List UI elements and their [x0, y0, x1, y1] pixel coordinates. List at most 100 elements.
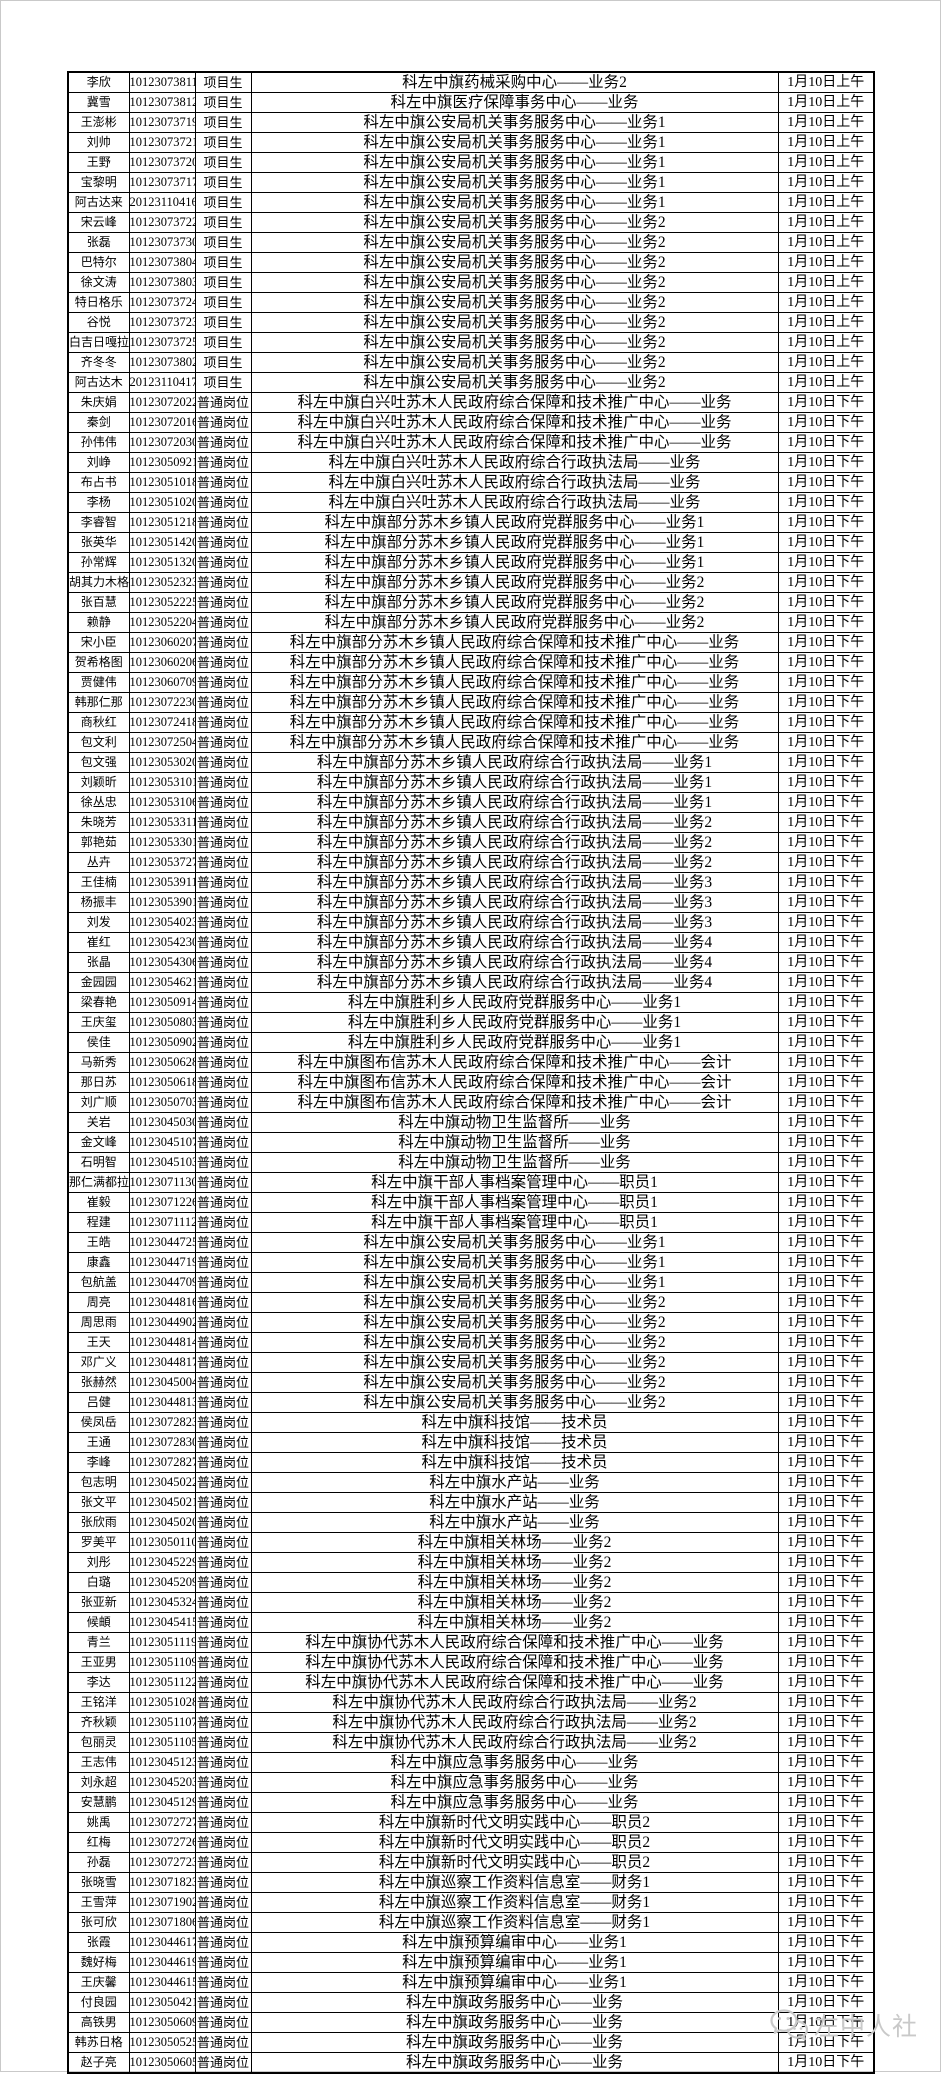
- session-cell: 1月10日下午: [777, 692, 875, 713]
- candidate-id-cell: 10123072723: [128, 1852, 196, 1873]
- table-row: 郭艳茹 10123053301 普通岗位 科左中旗部分苏木乡镇人民政府综合行政执…: [67, 832, 875, 853]
- candidate-id-cell: 10123053101: [128, 772, 196, 793]
- table-row: 周亮 10123044816 普通岗位 科左中旗公安局机关事务服务中心——业务2…: [67, 1292, 875, 1313]
- session-cell: 1月10日下午: [777, 1752, 875, 1773]
- position-cell: 科左中旗部分苏木乡镇人民政府党群服务中心——业务2: [250, 592, 779, 613]
- table-row: 王澎彬 10123073719 项目生 科左中旗公安局机关事务服务中心——业务1…: [67, 112, 875, 133]
- position-cell: 科左中旗图布信苏木人民政府综合保障和技术推广中心——会计: [250, 1072, 779, 1093]
- position-cell: 科左中旗应急事务服务中心——业务: [250, 1752, 779, 1773]
- position-cell: 科左中旗预算编审中心——业务1: [250, 1932, 779, 1953]
- position-cell: 科左中旗政务服务中心——业务: [250, 2012, 779, 2033]
- table-row: 红梅 10123072726 普通岗位 科左中旗新时代文明实践中心——职员2 1…: [67, 1832, 875, 1853]
- name-cell: 侯佳: [67, 1032, 130, 1053]
- name-cell: 石明智: [67, 1152, 130, 1173]
- table-row: 赵子亮 10123050605 普通岗位 科左中旗政务服务中心——业务 1月10…: [67, 2052, 875, 2074]
- candidate-id-cell: 10123044902: [128, 1312, 196, 1333]
- table-row: 齐秋颖 10123051107 普通岗位 科左中旗协代苏木人民政府综合行政执法局…: [67, 1712, 875, 1733]
- candidate-id-cell: 10123073802: [128, 352, 196, 373]
- category-cell: 项目生: [194, 312, 252, 333]
- name-cell: 关岩: [67, 1112, 130, 1133]
- table-row: 刘永超 10123045203 普通岗位 科左中旗应急事务服务中心——业务 1月…: [67, 1772, 875, 1793]
- candidate-id-cell: 10123045103: [128, 1152, 196, 1173]
- position-cell: 科左中旗动物卫生监督所——业务: [250, 1152, 779, 1173]
- session-cell: 1月10日下午: [777, 1472, 875, 1493]
- position-cell: 科左中旗公安局机关事务服务中心——业务2: [250, 332, 779, 353]
- session-cell: 1月10日下午: [777, 1952, 875, 1973]
- position-cell: 科左中旗干部人事档案管理中心——职员1: [250, 1212, 779, 1233]
- name-cell: 朱晓芳: [67, 812, 130, 833]
- category-cell: 普通岗位: [194, 1192, 252, 1213]
- category-cell: 项目生: [194, 352, 252, 373]
- name-cell: 王志伟: [67, 1752, 130, 1773]
- name-cell: 罗美平: [67, 1532, 130, 1553]
- category-cell: 普通岗位: [194, 1712, 252, 1733]
- candidate-id-cell: 10123045004: [128, 1372, 196, 1393]
- candidate-id-cell: 10123044617: [128, 1932, 196, 1953]
- session-cell: 1月10日下午: [777, 1312, 875, 1333]
- category-cell: 普通岗位: [194, 1772, 252, 1793]
- candidate-id-cell: 10123060206: [128, 652, 196, 673]
- candidate-id-cell: 10123050803: [128, 1012, 196, 1033]
- session-cell: 1月10日下午: [777, 1512, 875, 1533]
- position-cell: 科左中旗公安局机关事务服务中心——业务1: [250, 1252, 779, 1273]
- position-cell: 科左中旗部分苏木乡镇人民政府综合保障和技术推广中心——业务: [250, 692, 779, 713]
- candidate-id-cell: 10123051320: [128, 552, 196, 573]
- session-cell: 1月10日下午: [777, 412, 875, 433]
- name-cell: 秦剑: [67, 412, 130, 433]
- session-cell: 1月10日下午: [777, 672, 875, 693]
- table-row: 包志明 10123045022 普通岗位 科左中旗水产站——业务 1月10日下午: [67, 1472, 875, 1493]
- name-cell: 王庆玺: [67, 1012, 130, 1033]
- name-cell: 付良园: [67, 1992, 130, 2013]
- category-cell: 普通岗位: [194, 692, 252, 713]
- position-cell: 科左中旗部分苏木乡镇人民政府综合行政执法局——业务3: [250, 872, 779, 893]
- category-cell: 普通岗位: [194, 1992, 252, 2013]
- session-cell: 1月10日下午: [777, 532, 875, 553]
- position-cell: 科左中旗公安局机关事务服务中心——业务2: [250, 212, 779, 233]
- session-cell: 1月10日下午: [777, 1272, 875, 1293]
- session-cell: 1月10日下午: [777, 1432, 875, 1453]
- session-cell: 1月10日下午: [777, 1212, 875, 1233]
- table-row: 朱晓芳 10123053311 普通岗位 科左中旗部分苏木乡镇人民政府综合行政执…: [67, 812, 875, 833]
- table-row: 那日苏 10123050618 普通岗位 科左中旗图布信苏木人民政府综合保障和技…: [67, 1072, 875, 1093]
- name-cell: 王亚男: [67, 1652, 130, 1673]
- position-cell: 科左中旗干部人事档案管理中心——职员1: [250, 1172, 779, 1193]
- category-cell: 普通岗位: [194, 632, 252, 653]
- table-row: 付良园 10123050421 普通岗位 科左中旗政务服务中心——业务 1月10…: [67, 1992, 875, 2013]
- category-cell: 项目生: [194, 132, 252, 153]
- candidate-id-cell: 10123071902: [128, 1892, 196, 1913]
- name-cell: 李杨: [67, 492, 130, 513]
- category-cell: 普通岗位: [194, 1592, 252, 1613]
- position-cell: 科左中旗公安局机关事务服务中心——业务2: [250, 1332, 779, 1353]
- category-cell: 普通岗位: [194, 1272, 252, 1293]
- table-row: 王雪萍 10123071902 普通岗位 科左中旗巡察工作资料信息室——财务1 …: [67, 1892, 875, 1913]
- candidate-id-cell: 10123044719: [128, 1252, 196, 1273]
- position-cell: 科左中旗协代苏木人民政府综合保障和技术推广中心——业务: [250, 1652, 779, 1673]
- category-cell: 普通岗位: [194, 1572, 252, 1593]
- candidate-id-cell: 10123051020: [128, 492, 196, 513]
- session-cell: 1月10日下午: [777, 752, 875, 773]
- session-cell: 1月10日下午: [777, 832, 875, 853]
- position-cell: 科左中旗公安局机关事务服务中心——业务1: [250, 172, 779, 193]
- table-row: 李达 10123051122 普通岗位 科左中旗协代苏木人民政府综合保障和技术推…: [67, 1672, 875, 1693]
- session-cell: 1月10日下午: [777, 972, 875, 993]
- table-row: 贾健伟 10123060709 普通岗位 科左中旗部分苏木乡镇人民政府综合保障和…: [67, 672, 875, 693]
- table-row: 王志伟 10123045123 普通岗位 科左中旗应急事务服务中心——业务 1月…: [67, 1752, 875, 1773]
- session-cell: 1月10日下午: [777, 1492, 875, 1513]
- table-row: 谷悦 10123073723 项目生 科左中旗公安局机关事务服务中心——业务2 …: [67, 312, 875, 333]
- session-cell: 1月10日下午: [777, 1612, 875, 1633]
- session-cell: 1月10日下午: [777, 1632, 875, 1653]
- session-cell: 1月10日下午: [777, 1412, 875, 1433]
- name-cell: 张英华: [67, 532, 130, 553]
- session-cell: 1月10日下午: [777, 1092, 875, 1113]
- session-cell: 1月10日下午: [777, 892, 875, 913]
- category-cell: 普通岗位: [194, 1172, 252, 1193]
- session-cell: 1月10日上午: [777, 92, 875, 113]
- category-cell: 普通岗位: [194, 1732, 252, 1753]
- category-cell: 普通岗位: [194, 832, 252, 853]
- name-cell: 张欣雨: [67, 1512, 130, 1533]
- category-cell: 普通岗位: [194, 412, 252, 433]
- name-cell: 周思雨: [67, 1312, 130, 1333]
- name-cell: 梁春艳: [67, 992, 130, 1013]
- table-row: 刘帅 10123073721 项目生 科左中旗公安局机关事务服务中心——业务1 …: [67, 132, 875, 153]
- name-cell: 刘发: [67, 912, 130, 933]
